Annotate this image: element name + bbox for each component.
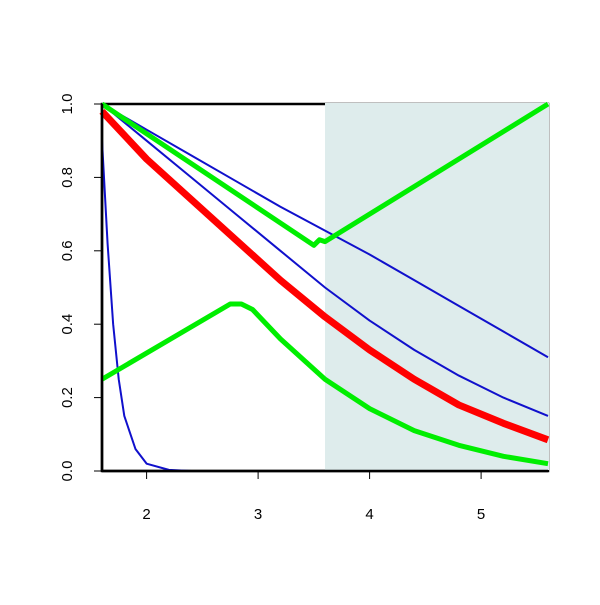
line (99, 108, 550, 444)
x-tick-label: 4 (365, 506, 373, 523)
line (101, 103, 549, 359)
highlight-region (325, 103, 549, 470)
line (100, 301, 549, 467)
line (101, 103, 549, 417)
x-tick-label: 5 (477, 506, 485, 523)
y-tick-label: 0.0 (59, 461, 76, 482)
x-tick-label: 3 (254, 506, 262, 523)
y-tick-label: 0.8 (59, 167, 76, 188)
line (100, 101, 550, 248)
y-tick-label: 0.6 (59, 240, 76, 261)
y-tick-label: 0.4 (59, 314, 76, 335)
x-tick-label: 2 (142, 506, 150, 523)
y-tick-label: 1.0 (59, 94, 76, 115)
y-tick-label: 0.2 (59, 387, 76, 408)
